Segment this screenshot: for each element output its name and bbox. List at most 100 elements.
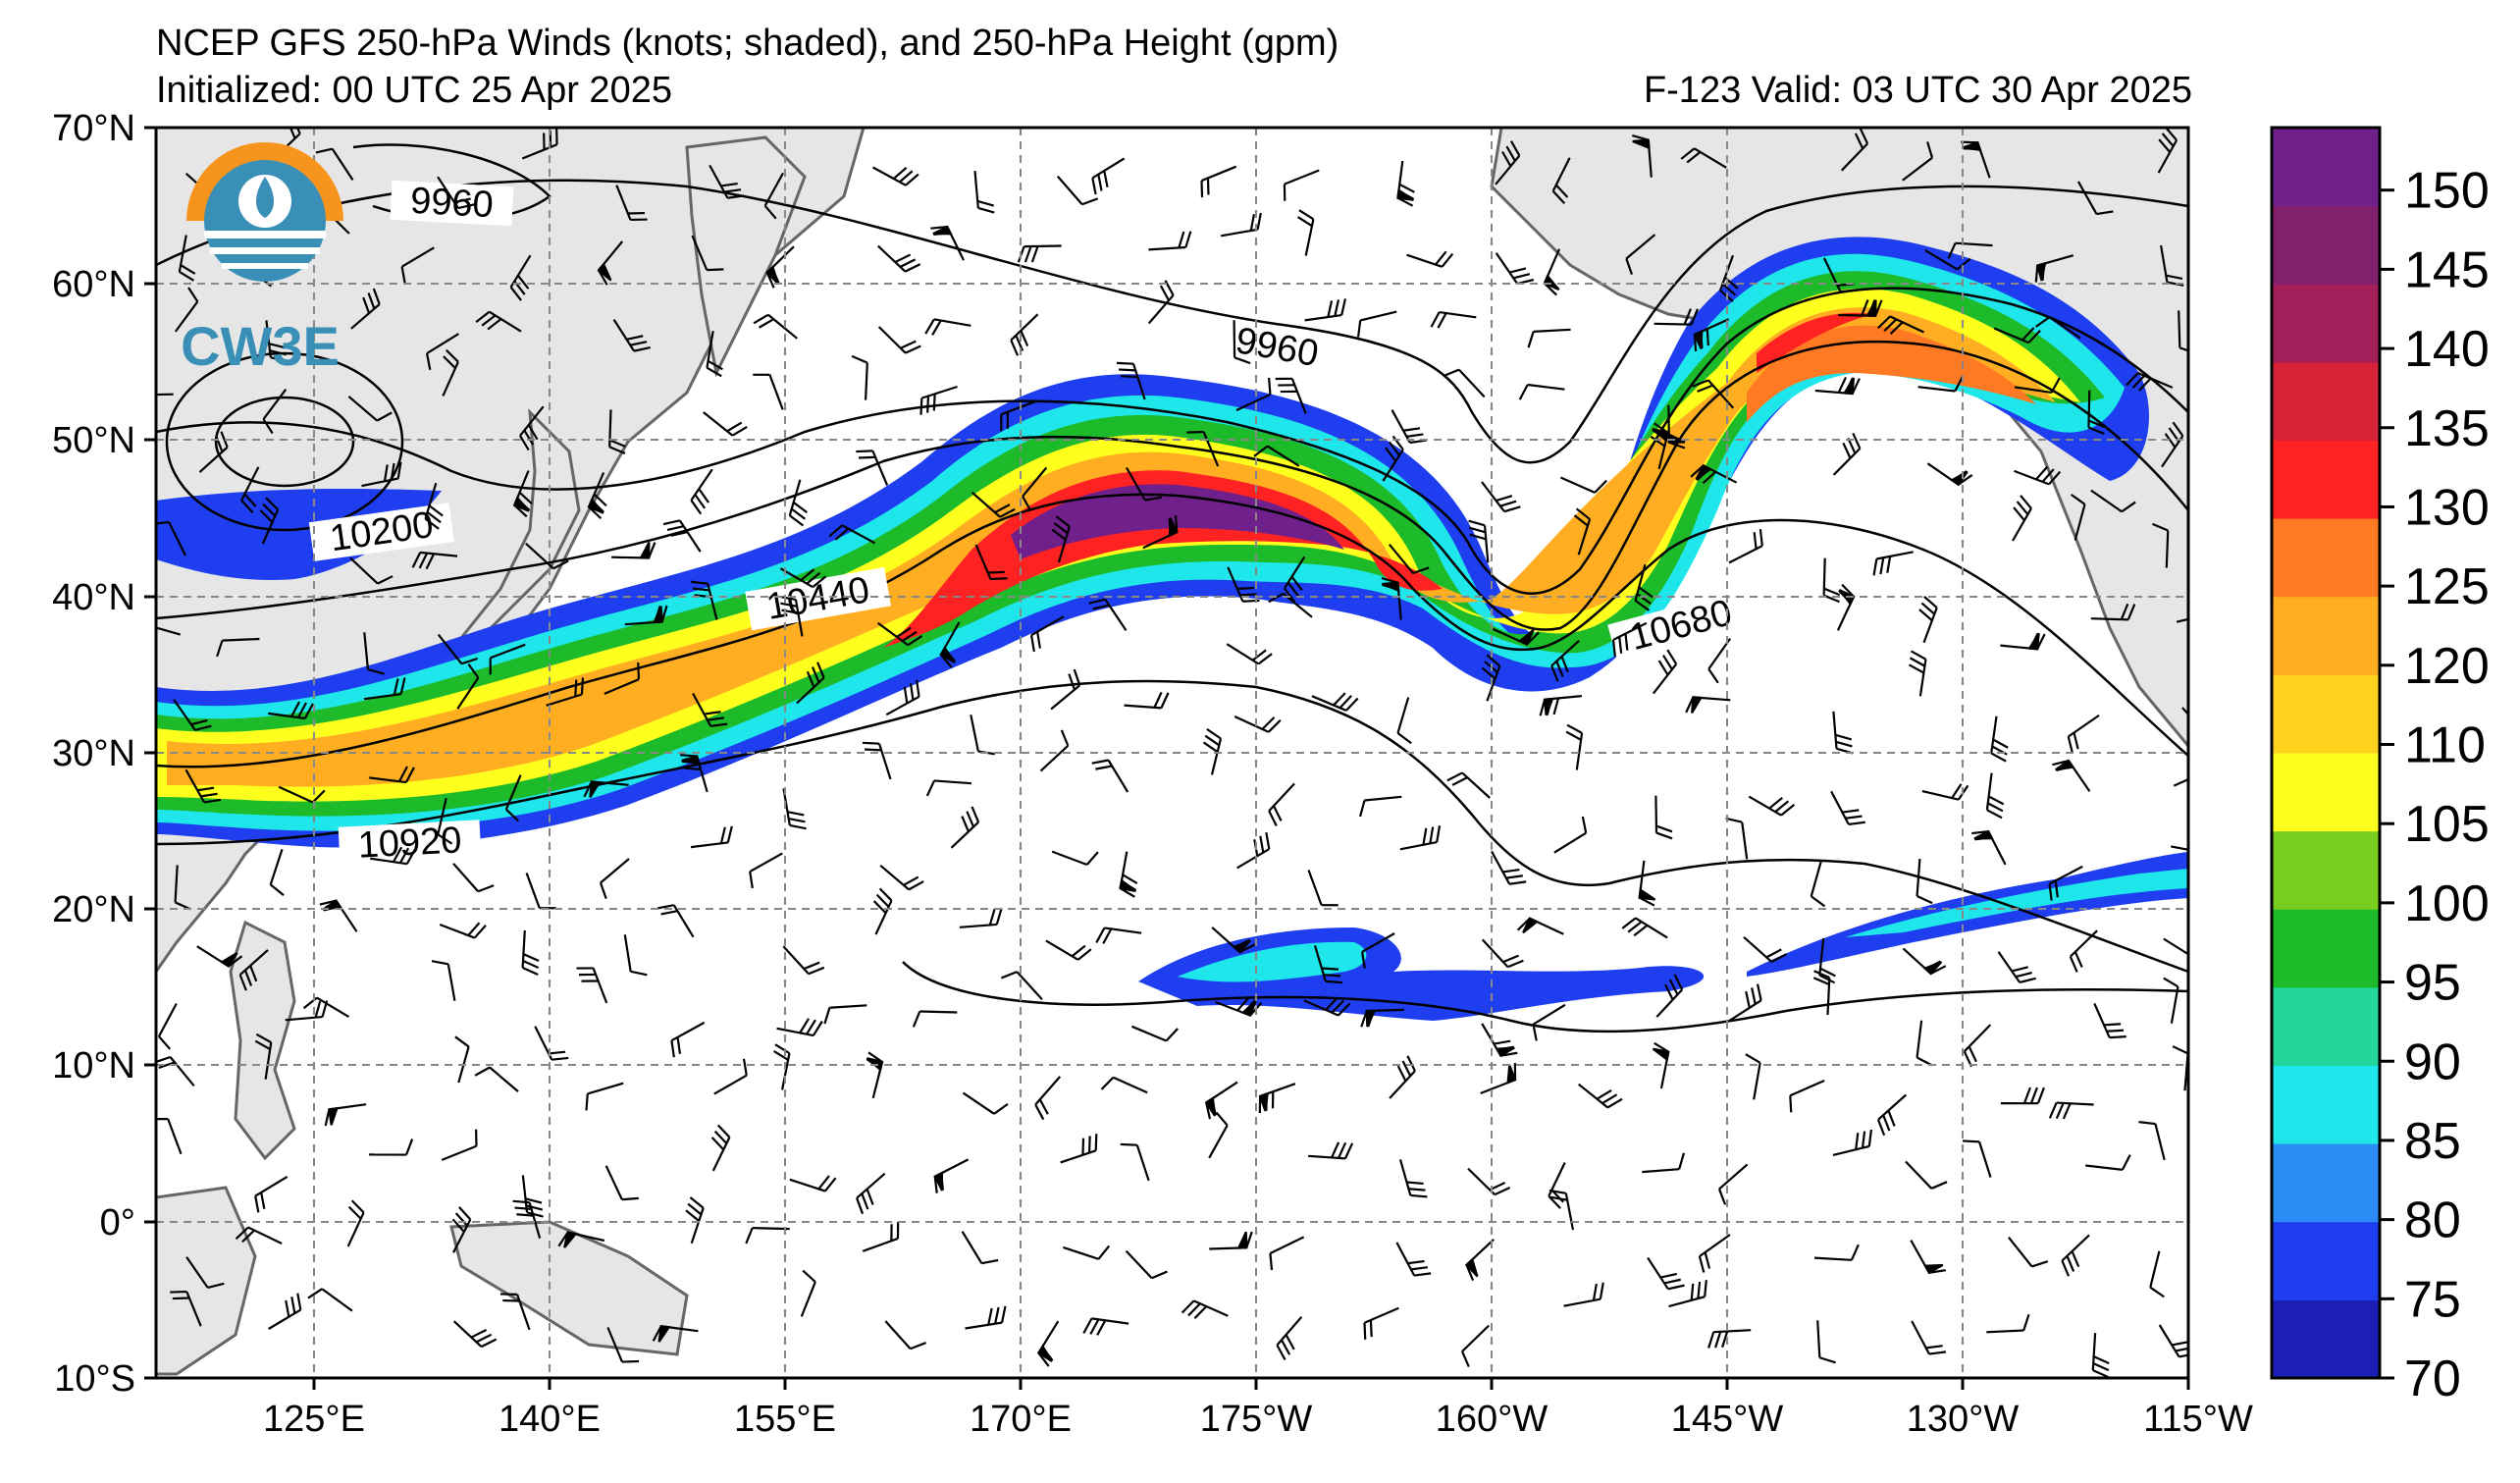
colorbar: 150 145 140 135 130 125 120 110 105 100 95 90 85 80 75… [2270,126,2490,1407]
wind-barb [557,1231,605,1248]
wind-barb [1296,209,1315,256]
wind-barb [1728,528,1763,564]
wind-barb [2163,937,2188,960]
colorbar-swatch [2272,440,2380,519]
wind-barb [185,1256,225,1290]
lat-label: 40°N [52,577,135,618]
wind-barb [1743,935,1788,964]
wind-barb [1481,481,1521,513]
wind-barb [1789,1079,1825,1113]
wind-barb [1091,157,1126,195]
wind-barb [1830,790,1865,826]
wind-barb [1986,1313,2030,1334]
wind-barb [1461,1324,1491,1368]
colorbar-tick-label: 105 [2404,796,2490,853]
wind-barb [2160,244,2184,287]
wind-barb [1125,1249,1168,1280]
wind-barb [1924,249,1971,271]
wind-barb [930,225,965,261]
wind-barb [170,1290,202,1327]
lon-axis: 125°E 140°E 155°E 170°E 175°W 160°W 145°… [263,1399,2253,1440]
wind-barb [1481,938,1524,969]
wind-barb [240,466,260,514]
lon-label: 155°E [734,1399,836,1440]
wind-barb [2069,929,2098,973]
wind-barb [2157,128,2179,174]
colorbar-tick-label: 140 [2404,321,2490,378]
colorbar-swatch [2272,1221,2380,1300]
colorbar-tick-label: 120 [2404,638,2490,695]
wind-barb [652,1325,699,1343]
colorbar-swatch [2272,674,2380,754]
wind-barb [1551,157,1571,204]
wind-barb [773,1043,791,1090]
wind-barb [1532,1003,1566,1041]
colorbar-swatches [2272,128,2380,1379]
grid-lines [156,128,2188,1378]
wind-barb [962,1091,1009,1115]
wind-barb [2035,316,2081,340]
wind-barb [959,908,1003,928]
wind-barb [1253,445,1300,467]
wind-barb [1381,576,1402,620]
lat-label: 70°N [52,108,135,149]
lat-label: 60°N [52,264,135,305]
wind-barb [1947,241,1993,259]
wind-barb [1632,133,1653,178]
wind-barb [278,785,326,804]
colorbar-tick-label: 70 [2404,1351,2461,1407]
wind-barb [324,1103,367,1127]
wind-barb [753,313,798,340]
wind-barb [425,333,459,370]
wind-barb [749,852,783,889]
wind-barb [800,1269,816,1317]
wind-barb [424,482,444,530]
wind-barb [1812,970,1831,1016]
wind-barb [519,405,545,451]
lat-label: 50°N [52,420,135,461]
wind-barb [2149,1250,2165,1298]
wind-barb [2048,1101,2094,1120]
wind-barb [1000,399,1037,432]
lon-label: 140°E [499,1399,601,1440]
wind-barb [1395,1242,1432,1277]
wind-barb [1680,147,1727,169]
wind-barb [879,864,924,891]
wind-barb [2061,1234,2090,1277]
wind-barb [178,235,196,282]
wind-barb [1050,668,1081,711]
wind-barb [862,741,892,780]
colorbar-tick-label: 125 [2404,558,2490,615]
wind-barb [776,1018,823,1037]
wind-barb [441,1129,478,1161]
wind-barb [691,235,724,272]
wind-barb [1082,1317,1129,1336]
wind-barb [1707,1329,1752,1349]
wind-barb [1204,1081,1238,1120]
wind-barb [1063,1245,1111,1260]
wind-barb [1550,639,1580,682]
wind-barb [369,766,415,784]
wind-barb [400,246,435,284]
wind-barb [1236,832,1271,870]
wind-barb [1051,515,1071,563]
colorbar-swatch [2272,518,2380,598]
colorbar-frame [2270,126,2382,1380]
colorbar-tick-label: 150 [2404,163,2490,220]
wind-barb [1313,945,1343,984]
init-time: Initialized: 00 UTC 25 Apr 2025 [156,70,672,111]
wind-barb [1029,615,1065,653]
wind-barb [1308,1141,1354,1160]
colorbar-tick-label: 85 [2404,1113,2461,1170]
colorbar-tick-label: 110 [2404,717,2486,774]
wind-barb [1399,825,1442,851]
wind-barb [1406,250,1454,268]
wind-barb [1634,563,1654,611]
wind-barb [1654,308,1699,326]
wind-barb [1553,816,1588,854]
wind-barb [1838,299,1883,317]
wind-barb [1382,435,1404,482]
wind-barb [1840,128,1869,172]
wind-barb [525,542,569,570]
